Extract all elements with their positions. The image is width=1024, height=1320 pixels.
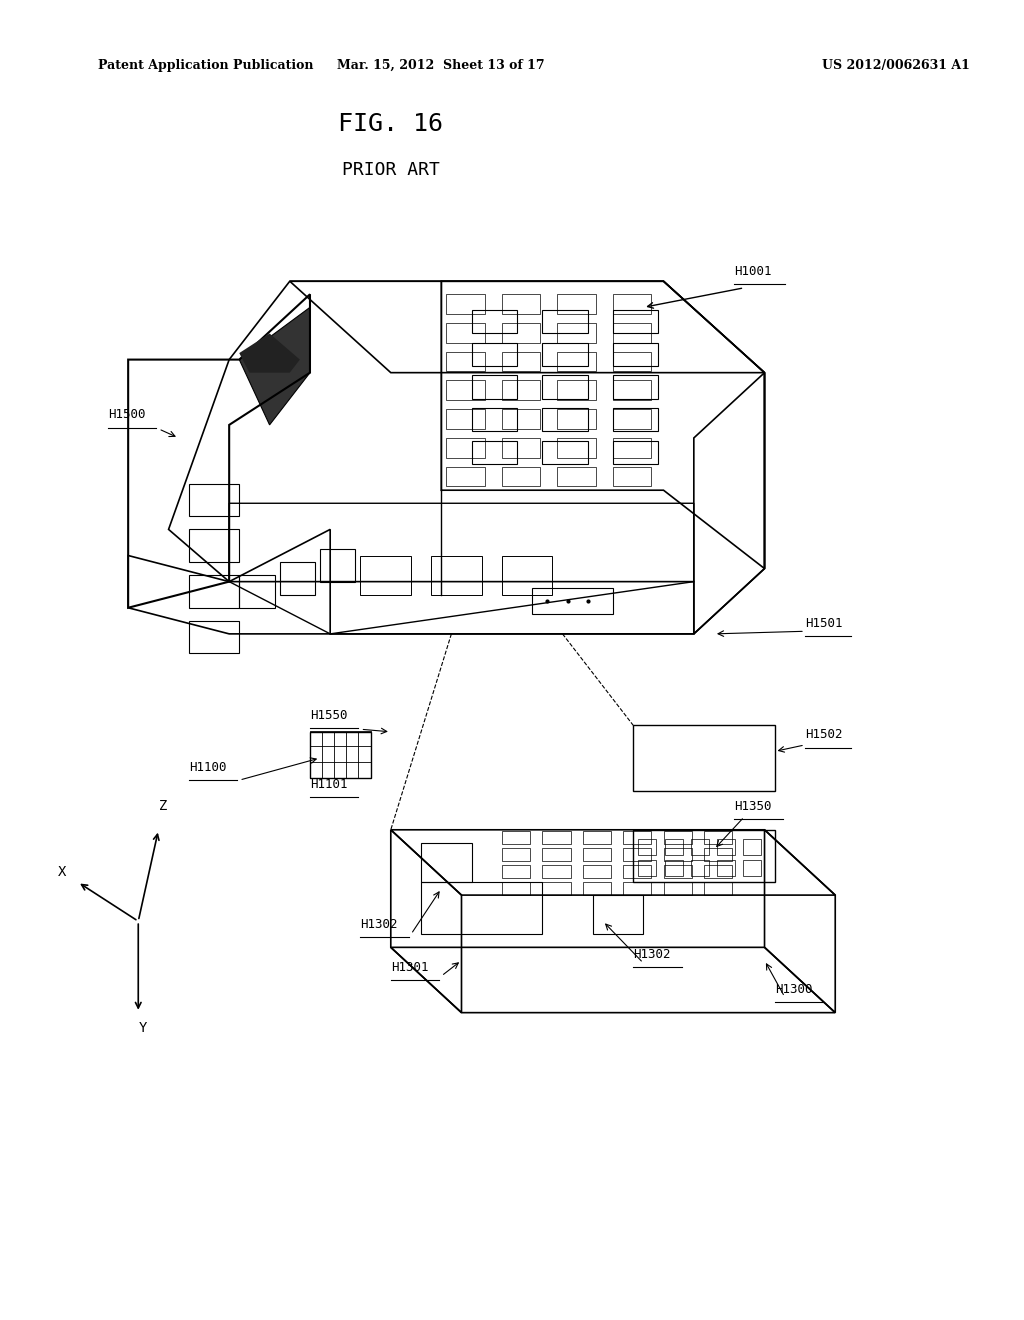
Bar	[421, 882, 543, 935]
Bar	[613, 409, 651, 429]
Bar	[532, 589, 613, 614]
Bar	[557, 351, 596, 371]
Text: H1300: H1300	[774, 983, 812, 997]
Bar	[613, 380, 651, 400]
Bar	[664, 882, 692, 895]
Bar	[188, 529, 240, 562]
Bar	[665, 840, 683, 854]
Bar	[188, 483, 240, 516]
Bar	[613, 294, 651, 314]
Bar	[583, 847, 611, 861]
Bar	[743, 859, 762, 875]
Polygon shape	[240, 308, 310, 425]
Bar	[188, 620, 240, 653]
Bar	[502, 865, 530, 878]
Bar	[638, 859, 656, 875]
Text: US 2012/0062631 A1: US 2012/0062631 A1	[822, 59, 970, 73]
Bar	[446, 438, 484, 458]
Text: X: X	[58, 865, 67, 879]
Text: FIG. 16: FIG. 16	[338, 112, 443, 136]
Bar	[557, 467, 596, 486]
Bar	[502, 438, 541, 458]
Bar	[613, 323, 651, 343]
Bar	[624, 865, 651, 878]
Bar	[446, 409, 484, 429]
Bar	[557, 409, 596, 429]
Bar	[360, 556, 411, 595]
Bar	[502, 832, 530, 845]
Bar	[703, 865, 732, 878]
Bar	[717, 840, 735, 854]
Bar	[613, 438, 651, 458]
Text: H1302: H1302	[633, 948, 671, 961]
Bar	[583, 882, 611, 895]
Bar	[665, 859, 683, 875]
Bar	[502, 467, 541, 486]
Bar	[557, 380, 596, 400]
Text: H1502: H1502	[805, 729, 843, 742]
Text: H1001: H1001	[734, 265, 772, 277]
Bar	[446, 294, 484, 314]
Bar	[703, 832, 732, 845]
Polygon shape	[240, 334, 300, 372]
Bar	[446, 380, 484, 400]
Text: H1101: H1101	[310, 777, 347, 791]
Bar	[280, 562, 315, 595]
Bar	[502, 294, 541, 314]
Bar	[543, 832, 570, 845]
Text: H1100: H1100	[188, 762, 226, 774]
Bar	[502, 882, 530, 895]
Bar	[557, 323, 596, 343]
Bar	[557, 438, 596, 458]
Bar	[703, 847, 732, 861]
Text: H1350: H1350	[734, 800, 772, 813]
Bar	[446, 323, 484, 343]
Text: PRIOR ART: PRIOR ART	[342, 161, 439, 180]
Text: Patent Application Publication: Patent Application Publication	[98, 59, 313, 73]
Bar	[717, 859, 735, 875]
Bar	[624, 882, 651, 895]
Text: H1301: H1301	[391, 961, 428, 974]
Bar	[583, 865, 611, 878]
Bar	[624, 832, 651, 845]
Bar	[624, 847, 651, 861]
Text: Z: Z	[160, 799, 168, 813]
Bar	[502, 323, 541, 343]
Bar	[502, 847, 530, 861]
Bar	[613, 351, 651, 371]
Bar	[664, 847, 692, 861]
Bar	[703, 882, 732, 895]
Text: Mar. 15, 2012  Sheet 13 of 17: Mar. 15, 2012 Sheet 13 of 17	[338, 59, 545, 73]
Bar	[691, 859, 709, 875]
Bar	[743, 840, 762, 854]
Bar	[502, 409, 541, 429]
Bar	[188, 576, 240, 607]
Bar	[613, 467, 651, 486]
Bar	[543, 882, 570, 895]
Bar	[431, 556, 481, 595]
Bar	[502, 556, 552, 595]
Bar	[502, 380, 541, 400]
Bar	[664, 865, 692, 878]
Bar	[502, 351, 541, 371]
Bar	[310, 731, 371, 777]
Text: H1550: H1550	[310, 709, 347, 722]
Bar	[557, 294, 596, 314]
Bar	[321, 549, 355, 582]
Bar	[543, 847, 570, 861]
Text: H1302: H1302	[360, 917, 398, 931]
Bar	[691, 840, 709, 854]
Bar	[240, 576, 274, 607]
Bar	[583, 832, 611, 845]
Bar	[638, 840, 656, 854]
Bar	[543, 865, 570, 878]
Bar	[664, 832, 692, 845]
Text: Y: Y	[139, 1022, 147, 1035]
Text: H1501: H1501	[805, 618, 843, 631]
Text: H1500: H1500	[108, 408, 145, 421]
Bar	[446, 467, 484, 486]
Bar	[446, 351, 484, 371]
